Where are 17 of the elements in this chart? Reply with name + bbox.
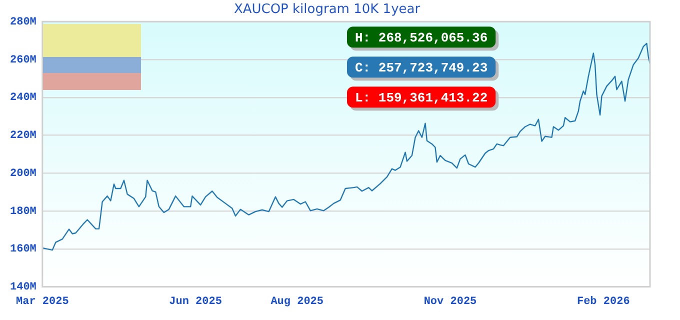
annotation: C: 257,723,749.23	[355, 60, 488, 76]
y-tick-label: 280M	[10, 16, 37, 28]
annotation: L: 159,361,413.22	[355, 90, 488, 106]
y-tick-label: 180M	[10, 206, 37, 218]
y-tick-label: 220M	[10, 130, 37, 142]
x-tick-label: Aug 2025	[270, 296, 324, 308]
y-tick-label: 240M	[10, 92, 37, 104]
x-tick-label: Nov 2025	[424, 296, 478, 308]
y-tick-label: 160M	[10, 244, 37, 256]
x-tick-label: Jun 2025	[169, 296, 222, 308]
x-tick-label: Feb 2026	[576, 296, 630, 308]
annotation: H: 268,526,065.36	[355, 30, 488, 46]
y-tick-label: 140M	[10, 282, 37, 294]
y-tick-label: 200M	[10, 168, 37, 180]
x-tick-label: Mar 2025	[16, 296, 70, 308]
chart-title: XAUCOP kilogram 10K 1year	[234, 2, 421, 18]
y-tick-label: 260M	[10, 54, 37, 66]
